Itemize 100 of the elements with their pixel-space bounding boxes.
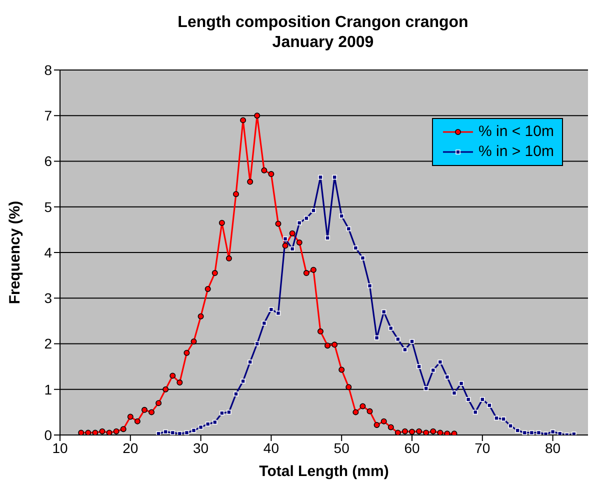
point	[402, 428, 408, 434]
point	[458, 381, 464, 386]
point	[317, 328, 324, 334]
point	[262, 320, 267, 326]
point	[424, 386, 428, 391]
x-axis-title: Total Length (mm)	[259, 463, 389, 480]
point	[472, 410, 478, 415]
point	[190, 338, 197, 344]
point	[430, 428, 436, 434]
point	[261, 167, 268, 174]
point	[508, 423, 513, 428]
point	[85, 430, 92, 435]
point	[310, 266, 316, 273]
y-axis-title: Frequency (%)	[6, 200, 24, 304]
point	[452, 390, 457, 396]
point	[247, 178, 254, 185]
point	[205, 422, 210, 426]
point	[156, 431, 161, 435]
point	[346, 384, 352, 390]
point	[360, 256, 366, 260]
point	[268, 307, 274, 312]
point	[388, 326, 394, 331]
point	[529, 430, 534, 435]
point	[416, 364, 422, 369]
point	[438, 360, 443, 364]
point	[92, 430, 98, 435]
x-tick-label: 20	[122, 440, 138, 456]
point	[240, 378, 246, 384]
y-tick-label: 8	[44, 62, 52, 78]
point	[268, 171, 274, 178]
point	[248, 360, 252, 364]
point	[127, 414, 134, 420]
point	[416, 428, 422, 434]
point	[304, 216, 309, 221]
point	[324, 342, 331, 349]
point	[388, 424, 394, 430]
point	[296, 220, 302, 226]
point	[380, 418, 387, 424]
point	[240, 117, 246, 124]
y-tick-label: 2	[44, 336, 52, 352]
point	[177, 431, 182, 435]
point	[430, 368, 436, 373]
point	[339, 214, 344, 218]
point	[338, 366, 345, 373]
point	[212, 420, 218, 425]
point	[374, 335, 380, 340]
y-tick-label: 6	[44, 153, 52, 170]
point	[113, 428, 120, 434]
point	[204, 286, 211, 292]
point	[218, 220, 225, 226]
y-tick-label: 7	[44, 108, 52, 124]
point	[303, 270, 310, 276]
point	[226, 255, 232, 262]
point	[156, 400, 162, 406]
point	[550, 429, 556, 434]
point	[522, 430, 528, 435]
point	[99, 428, 106, 434]
point	[409, 428, 415, 435]
point	[374, 422, 380, 428]
point	[325, 236, 330, 240]
point	[162, 386, 169, 392]
point	[282, 236, 288, 242]
x-tick-label: 10	[52, 440, 68, 456]
y-tick-label: 1	[44, 381, 52, 398]
y-tick-label: 5	[44, 198, 52, 215]
point	[352, 409, 359, 416]
point	[466, 397, 471, 402]
x-tick-label: 40	[263, 440, 280, 456]
x-tick-label: 80	[545, 440, 561, 456]
point	[275, 220, 282, 227]
point	[234, 392, 238, 396]
y-tick-label: 3	[44, 290, 52, 306]
point	[198, 313, 204, 320]
point	[176, 380, 183, 386]
point	[394, 430, 401, 435]
point	[437, 430, 444, 435]
x-tick-label: 30	[193, 440, 209, 456]
point	[254, 341, 260, 346]
point	[163, 429, 168, 434]
point	[318, 174, 323, 180]
point	[290, 246, 295, 252]
point	[120, 426, 126, 432]
point	[254, 112, 260, 119]
point	[480, 397, 485, 402]
point	[276, 310, 281, 316]
point	[515, 428, 520, 433]
point	[198, 424, 204, 430]
point	[289, 230, 296, 236]
point	[212, 270, 218, 276]
point	[106, 430, 112, 435]
point	[332, 342, 338, 348]
y-tick-label: 4	[44, 244, 52, 260]
point	[410, 339, 414, 344]
point	[296, 239, 302, 246]
point	[233, 191, 239, 198]
point	[536, 430, 542, 435]
point	[487, 402, 492, 408]
point	[557, 431, 562, 435]
point	[402, 347, 408, 352]
point	[346, 226, 352, 232]
